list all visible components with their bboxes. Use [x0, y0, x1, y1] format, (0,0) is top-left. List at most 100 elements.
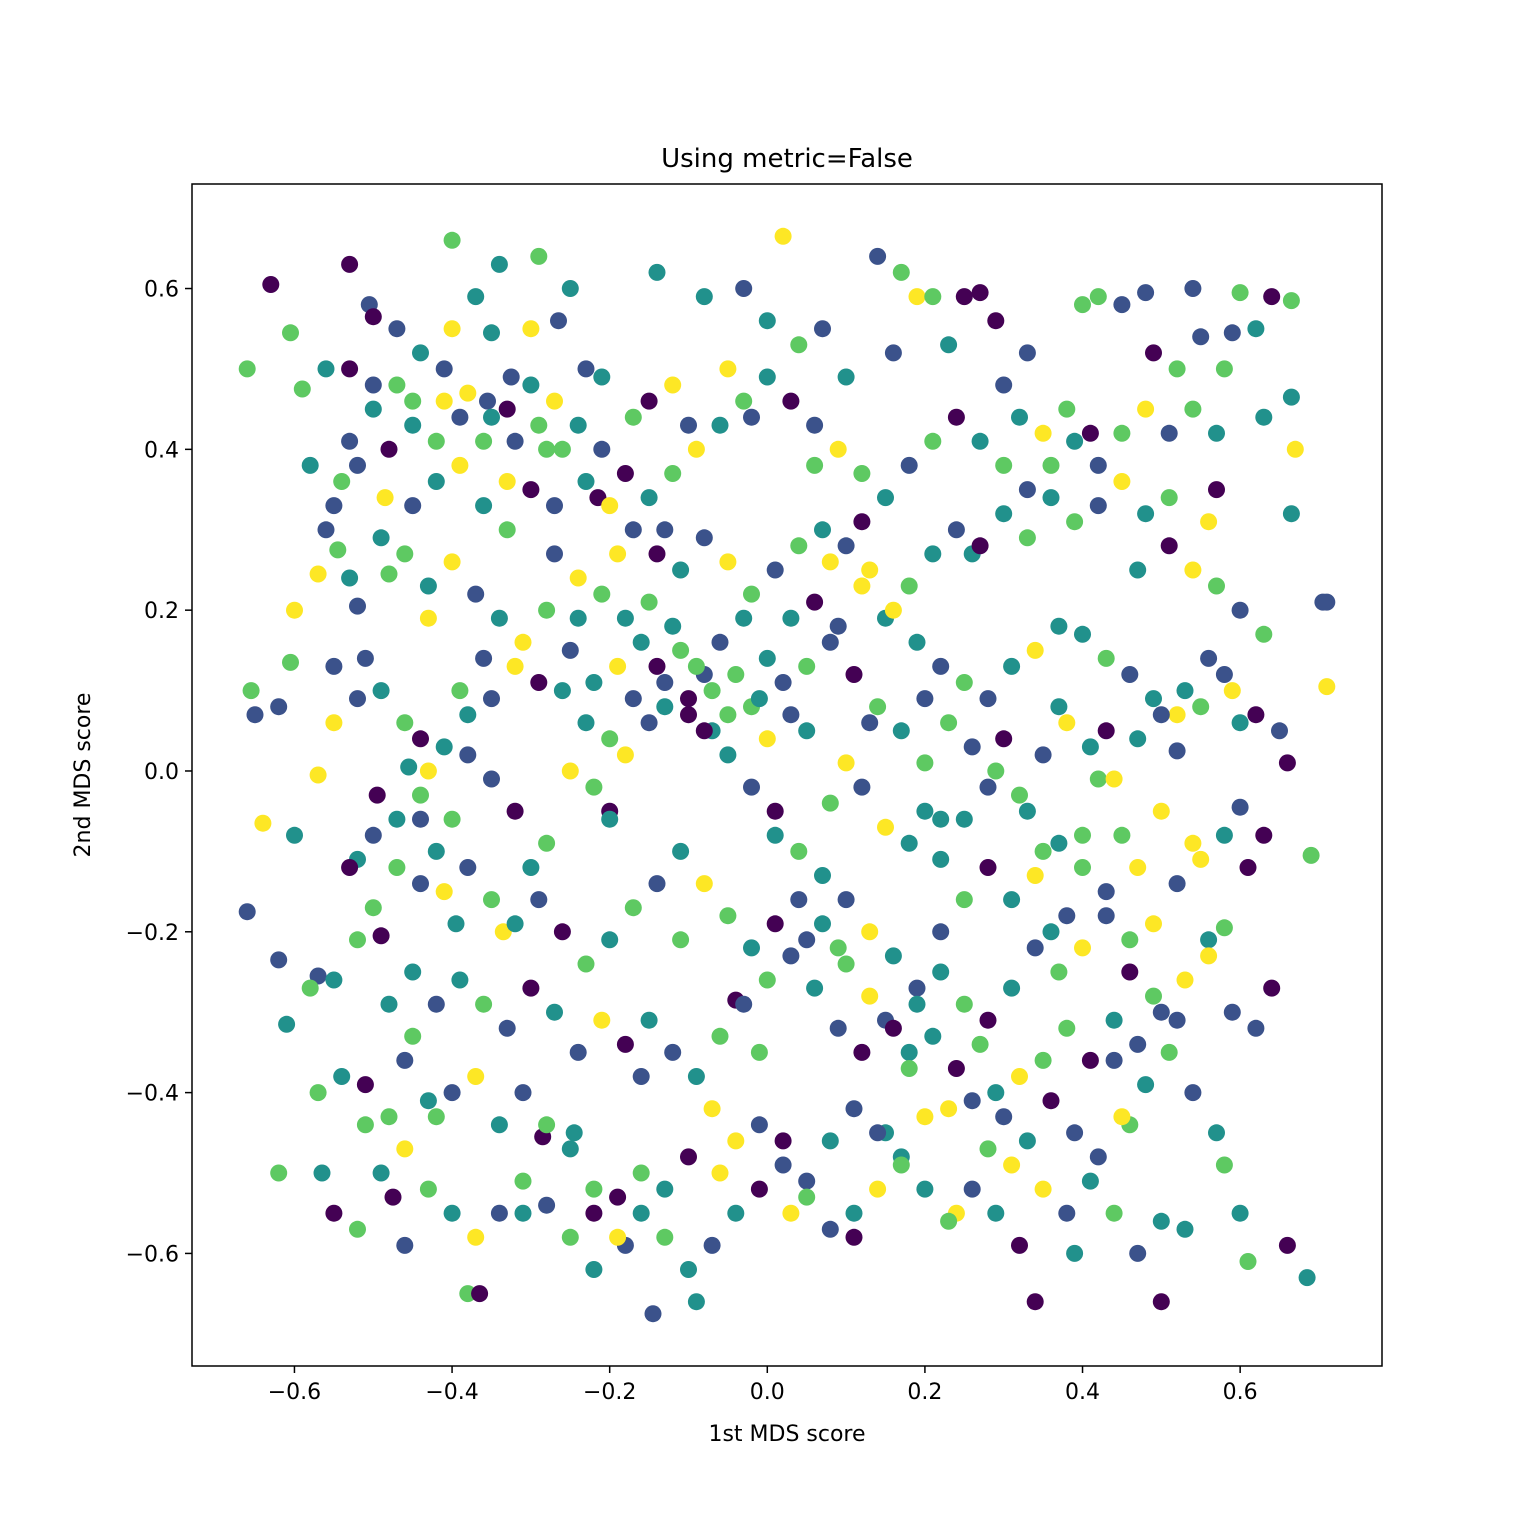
y-tick-label: 0.0 — [144, 760, 179, 785]
data-point — [585, 1180, 603, 1198]
data-point — [1050, 698, 1068, 716]
data-point — [282, 324, 299, 342]
data-point — [372, 682, 390, 700]
data-point — [798, 722, 816, 740]
data-point — [616, 609, 634, 627]
data-point — [837, 368, 855, 386]
data-point — [1018, 529, 1036, 547]
data-point — [1145, 344, 1162, 362]
data-point — [664, 376, 682, 394]
data-point — [719, 360, 737, 378]
data-point — [1011, 1236, 1028, 1254]
data-point — [829, 440, 847, 458]
data-point — [1113, 1108, 1131, 1126]
data-point — [467, 288, 485, 306]
data-point — [845, 1100, 863, 1118]
data-point — [1176, 971, 1194, 989]
data-point — [790, 537, 808, 555]
data-point — [593, 585, 611, 603]
data-point — [538, 1116, 556, 1134]
data-point — [979, 1140, 997, 1158]
data-point — [727, 666, 745, 683]
data-point — [861, 714, 879, 732]
data-point — [506, 915, 524, 933]
data-point — [640, 489, 658, 507]
data-point — [995, 730, 1013, 748]
data-point — [490, 609, 508, 627]
data-point — [1223, 1003, 1241, 1021]
data-point — [877, 489, 894, 507]
data-point — [1089, 497, 1107, 515]
data-point — [1176, 1220, 1194, 1238]
data-point — [672, 641, 690, 659]
data-point — [869, 1180, 887, 1198]
data-point — [1318, 678, 1336, 696]
data-point — [475, 432, 493, 450]
data-point — [1282, 505, 1300, 523]
data-point — [932, 963, 950, 981]
data-point — [286, 826, 303, 844]
x-axis-label: 1st MDS score — [708, 1422, 865, 1447]
data-point — [593, 368, 611, 386]
data-point — [585, 674, 603, 691]
data-point — [1271, 722, 1288, 740]
data-point — [680, 690, 697, 708]
data-point — [309, 1084, 327, 1102]
data-point — [624, 408, 642, 426]
data-point — [806, 416, 824, 434]
data-point — [435, 392, 453, 410]
data-point — [561, 1228, 579, 1246]
data-point — [884, 344, 902, 362]
data-point — [1255, 826, 1273, 844]
data-point — [1184, 834, 1202, 852]
data-point — [1026, 641, 1044, 659]
data-point — [514, 633, 532, 651]
data-point — [309, 766, 327, 784]
data-point — [404, 416, 422, 434]
data-point — [987, 1204, 1005, 1222]
data-point — [1247, 1019, 1265, 1037]
data-point — [814, 915, 831, 933]
data-point — [940, 336, 958, 354]
data-point — [821, 1220, 839, 1238]
data-point — [1018, 1132, 1036, 1150]
data-point — [427, 432, 445, 450]
data-point — [947, 1060, 965, 1077]
data-point — [853, 1043, 871, 1061]
data-point — [892, 263, 910, 281]
data-point — [262, 276, 280, 293]
data-point — [1089, 456, 1107, 474]
data-point — [1318, 593, 1336, 611]
data-point — [427, 473, 445, 490]
data-point — [695, 529, 713, 547]
data-point — [1208, 481, 1225, 499]
data-point — [341, 432, 359, 450]
x-tick-label: −0.2 — [583, 1380, 636, 1405]
data-point — [656, 674, 674, 691]
data-point — [695, 288, 713, 306]
data-point — [293, 380, 311, 398]
data-point — [916, 1108, 934, 1126]
data-point — [238, 903, 256, 921]
data-point — [829, 939, 847, 957]
data-point — [1105, 770, 1123, 788]
data-point — [325, 497, 343, 515]
data-point — [1184, 561, 1202, 579]
data-point — [459, 746, 477, 764]
data-point — [916, 690, 934, 708]
data-point — [1129, 859, 1147, 876]
data-point — [1018, 481, 1036, 499]
data-point — [376, 489, 394, 507]
data-point — [278, 1015, 296, 1033]
data-point — [246, 706, 264, 724]
data-point — [1129, 561, 1147, 579]
data-point — [404, 497, 422, 515]
data-point — [695, 722, 713, 740]
data-point — [1200, 513, 1218, 531]
y-tick-label: −0.6 — [126, 1242, 179, 1267]
data-point — [333, 473, 351, 490]
data-point — [853, 577, 871, 595]
data-point — [1058, 1019, 1076, 1037]
data-point — [1003, 1156, 1021, 1174]
data-point — [932, 810, 950, 828]
